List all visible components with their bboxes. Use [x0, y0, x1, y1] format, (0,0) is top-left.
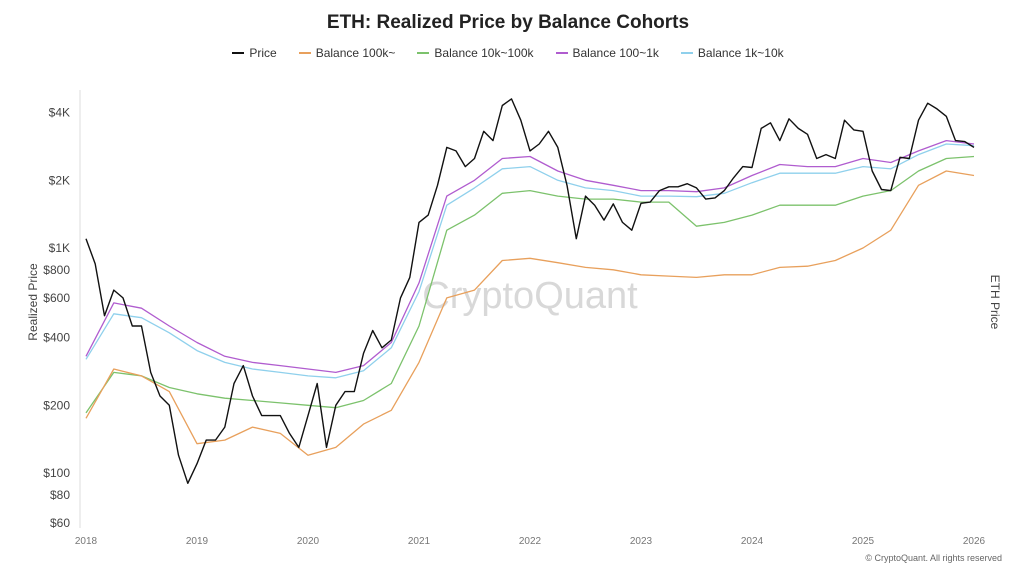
y-tick-label: $100 [43, 466, 70, 480]
legend-label: Balance 100~1k [572, 46, 659, 60]
x-tick-label: 2021 [408, 536, 431, 547]
legend-swatch [232, 52, 245, 54]
watermark: CryptoQuant [422, 275, 638, 317]
x-tick-label: 2018 [75, 536, 98, 547]
legend-item-balance-1k-10k[interactable]: Balance 1k~10k [680, 46, 784, 60]
x-tick-label: 2024 [741, 536, 764, 547]
y-tick-label: $60 [50, 516, 70, 530]
y-tick-label: $1K [49, 241, 70, 255]
legend-item-balance-10k-100k[interactable]: Balance 10k~100k [417, 46, 534, 60]
x-tick-label: 2022 [519, 536, 542, 547]
legend-label: Balance 100k~ [315, 46, 396, 60]
x-tick-label: 2023 [630, 536, 653, 547]
x-tick-label: 2020 [297, 536, 320, 547]
y-tick-label: $200 [43, 398, 70, 412]
legend-swatch [417, 52, 430, 54]
y-tick-label: $80 [50, 488, 70, 502]
legend: Price Balance 100k~ Balance 10k~100k Bal… [0, 46, 1016, 60]
copyright-footer: © CryptoQuant. All rights reserved [865, 553, 1002, 563]
legend-item-balance-100-1k[interactable]: Balance 100~1k [555, 46, 659, 60]
series-line-balance-100-1k [85, 139, 975, 374]
legend-label: Balance 10k~100k [434, 46, 534, 60]
series-line-balance-1k-10k [85, 143, 975, 379]
legend-item-price[interactable]: Price [232, 46, 277, 60]
series-line-balance-10k-100k [85, 155, 975, 414]
legend-label: Price [249, 46, 277, 60]
series-line-balance-100k- [85, 170, 975, 456]
y-tick-label: $2K [49, 173, 70, 187]
y-tick-label: $400 [43, 331, 70, 345]
legend-label: Balance 1k~10k [697, 46, 784, 60]
y-tick-label: $800 [43, 263, 70, 277]
x-tick-label: 2025 [852, 536, 875, 547]
legend-item-balance-100k[interactable]: Balance 100k~ [298, 46, 396, 60]
series-line-price [85, 98, 975, 484]
chart-title: ETH: Realized Price by Balance Cohorts [326, 12, 690, 33]
legend-swatch [298, 52, 311, 54]
y-tick-label: $4K [49, 106, 70, 120]
x-tick-label: 2026 [963, 536, 986, 547]
legend-swatch [680, 52, 693, 54]
legend-swatch [555, 52, 568, 54]
y-tick-label: $600 [43, 291, 70, 305]
x-tick-label: 2019 [186, 536, 209, 547]
